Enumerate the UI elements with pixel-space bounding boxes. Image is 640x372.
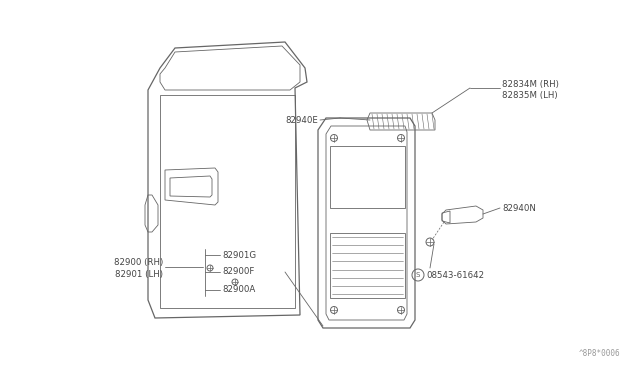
Text: 82901G: 82901G (222, 250, 256, 260)
Text: 82834M (RH): 82834M (RH) (502, 80, 559, 89)
Text: 08543-61642: 08543-61642 (426, 270, 484, 279)
Text: 82900 (RH): 82900 (RH) (114, 259, 163, 267)
Text: 82900A: 82900A (222, 285, 255, 295)
Text: 82940N: 82940N (502, 203, 536, 212)
Text: 82901 (LH): 82901 (LH) (115, 270, 163, 279)
Text: S: S (416, 272, 420, 278)
Text: 82940E: 82940E (285, 115, 318, 125)
Text: 82835M (LH): 82835M (LH) (502, 90, 557, 99)
Text: ^8P8*0006: ^8P8*0006 (579, 349, 620, 358)
Text: 82900F: 82900F (222, 267, 254, 276)
